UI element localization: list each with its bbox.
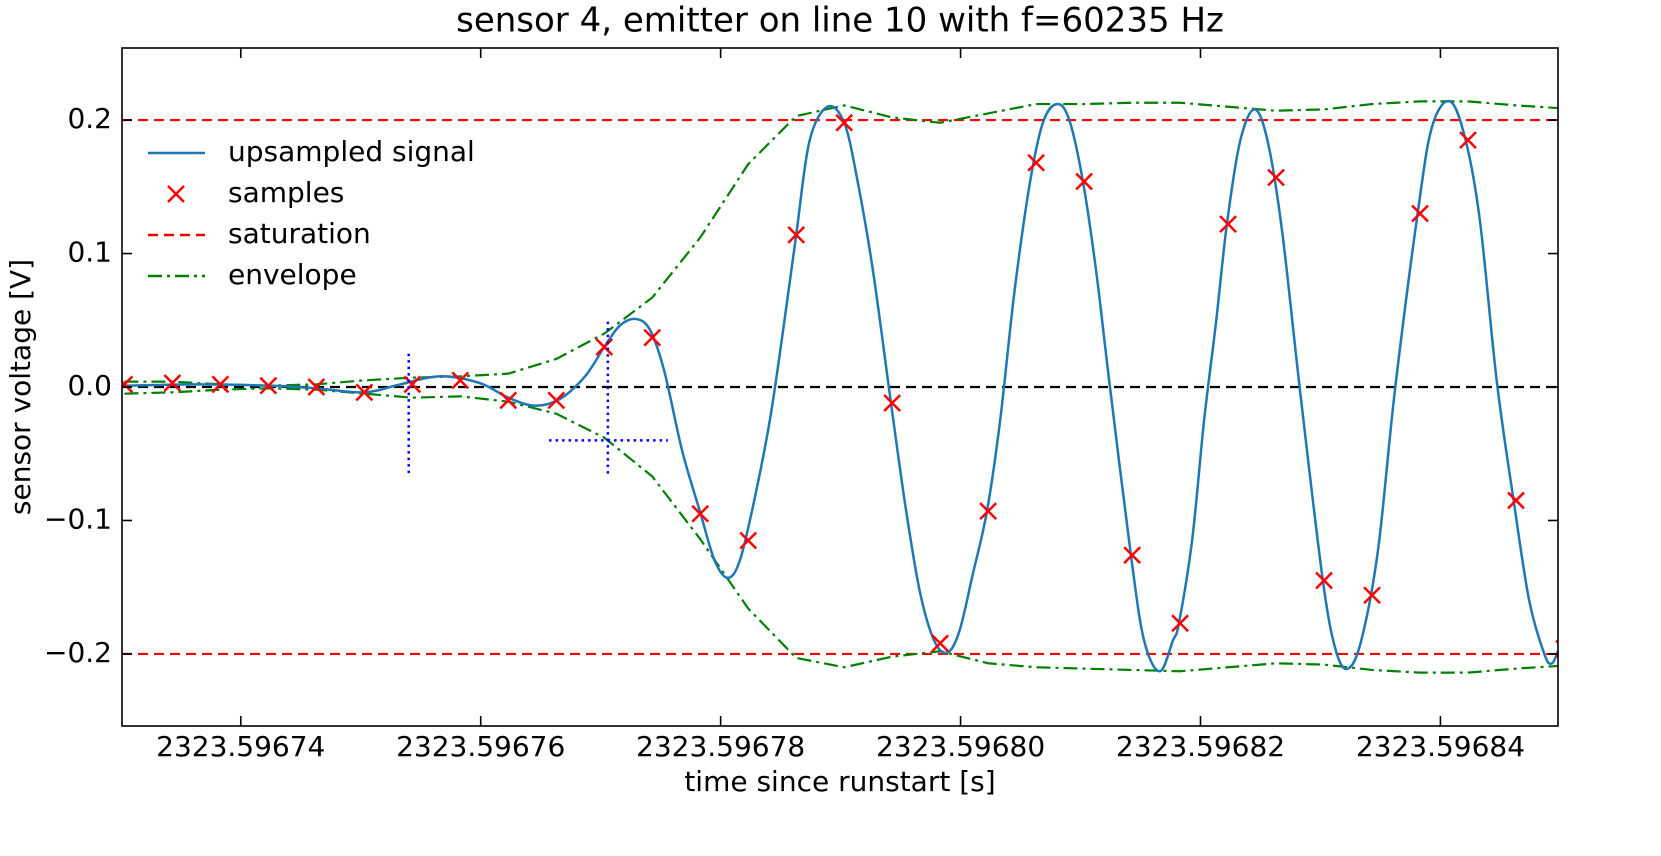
x-tick-label: 2323.59684 xyxy=(1356,730,1525,763)
x-tick-label: 2323.59680 xyxy=(876,730,1045,763)
sample-marker xyxy=(211,375,230,394)
sample-marker xyxy=(691,504,710,523)
legend: upsampled signal samples saturation envelop… xyxy=(148,135,475,291)
sample-marker xyxy=(1123,546,1142,565)
sample-marker xyxy=(307,378,326,396)
sample-marker xyxy=(355,383,374,402)
legend-label: upsampled signal xyxy=(228,135,475,168)
sample-marker xyxy=(1507,491,1525,510)
sample-marker xyxy=(1315,571,1333,590)
sample-marker xyxy=(787,225,806,244)
y-tick-label: 0.1 xyxy=(67,236,112,269)
legend-marker xyxy=(167,185,185,203)
signal-line xyxy=(124,99,1558,673)
sample-marker xyxy=(1171,614,1189,633)
sample-marker xyxy=(163,374,182,392)
legend-label: saturation xyxy=(228,217,371,250)
y-tick-label: 0.2 xyxy=(67,102,112,135)
sample-marker xyxy=(595,338,614,356)
envelope-line xyxy=(124,100,1558,387)
legend-label: samples xyxy=(228,176,344,209)
y-tick-label: −0.2 xyxy=(44,636,112,669)
envelope-line xyxy=(124,387,1558,674)
sample-marker xyxy=(1459,131,1477,149)
chart-title: sensor 4, emitter on line 10 with f=6023… xyxy=(456,1,1224,41)
y-axis-label: sensor voltage [V] xyxy=(4,259,37,515)
sample-marker xyxy=(547,391,566,410)
sample-marker xyxy=(403,375,422,394)
sample-marker xyxy=(835,113,854,132)
sample-marker xyxy=(1411,204,1429,223)
y-tick-label: −0.1 xyxy=(44,502,112,535)
sample-marker xyxy=(1075,172,1094,191)
sample-marker xyxy=(643,328,662,347)
x-tick-label: 2323.59682 xyxy=(1116,730,1285,763)
sample-marker xyxy=(499,391,518,410)
sample-marker xyxy=(883,394,902,412)
sample-marker xyxy=(931,634,950,653)
x-tick-label: 2323.59676 xyxy=(396,730,565,763)
sample-marker xyxy=(122,375,134,394)
sample-marker xyxy=(1219,215,1237,234)
sample-marker xyxy=(259,376,278,395)
y-tick-label: 0.0 xyxy=(67,369,112,402)
x-tick-label: 2323.59674 xyxy=(156,730,325,763)
sample-marker xyxy=(979,502,998,521)
sample-marker xyxy=(451,371,470,390)
x-axis-label: time since runstart [s] xyxy=(684,765,995,798)
sample-marker xyxy=(1027,153,1046,172)
legend-label: envelope xyxy=(228,258,357,291)
sample-marker xyxy=(739,531,758,550)
sample-marker xyxy=(1267,168,1285,187)
axes: 2323.59674 2323.59676 2323.59678 2323.59680… xyxy=(44,47,1559,763)
plot-area xyxy=(122,99,1558,674)
x-tick-label: 2323.59678 xyxy=(636,730,805,763)
sample-marker xyxy=(1363,586,1381,605)
